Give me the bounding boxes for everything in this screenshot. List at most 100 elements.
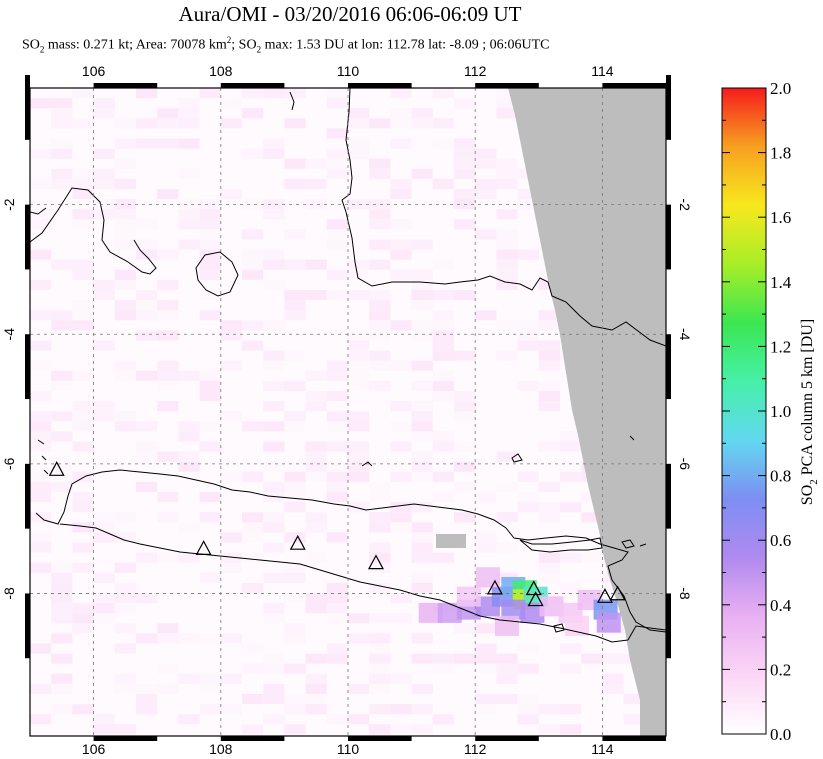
haze-pixel [178,714,200,725]
haze-pixel [72,209,94,220]
haze-pixel [136,552,158,563]
colorbar-tick-label: 0.8 [770,467,791,486]
haze-pixel [199,370,221,381]
haze-pixel [326,148,348,159]
haze-pixel [326,582,348,593]
haze-pixel [30,542,52,553]
haze-pixel [284,724,306,735]
colorbar-tick-label: 0.6 [770,531,791,550]
haze-pixel [157,138,179,149]
haze-pixel [263,209,285,220]
haze-pixel [369,643,391,654]
haze-pixel [220,98,242,109]
haze-pixel [411,582,433,593]
so2-pixel [539,596,564,617]
haze-pixel [326,603,348,614]
frame-tick-bars [25,75,671,741]
haze-pixel [263,350,285,361]
haze-pixel [369,704,391,715]
haze-pixel [305,290,327,301]
haze-pixel [411,542,433,553]
haze-pixel [284,633,306,644]
haze-pixel [454,391,476,402]
haze-pixel [114,724,136,735]
haze-pixel [390,724,412,735]
haze-pixel [517,279,539,290]
haze-pixel [432,370,454,381]
haze-pixel [51,481,73,492]
haze-pixel [242,522,264,533]
haze-pixel [475,694,497,705]
haze-pixel [51,683,73,694]
haze-pixel [263,663,285,674]
haze-pixel [93,724,115,735]
so2-pixel [501,599,526,620]
haze-pixel [369,168,391,179]
haze-pixel [263,360,285,371]
haze-pixel [390,401,412,412]
haze-pixel [30,209,52,220]
haze-pixel [432,431,454,442]
haze-pixel [263,279,285,290]
haze-pixel [263,603,285,614]
haze-pixel [390,178,412,189]
haze-pixel [432,118,454,129]
haze-pixel [284,421,306,432]
haze-pixel [305,199,327,210]
haze-pixel [72,401,94,412]
haze-pixel [348,138,370,149]
colorbar-tick-label: 1.0 [770,402,791,421]
colorbar-tick-label: 0.0 [770,725,791,744]
haze-pixel [305,552,327,563]
haze-pixel [114,603,136,614]
haze-pixel [136,683,158,694]
haze-pixel [538,401,560,412]
haze-pixel [178,199,200,210]
haze-pixel [242,229,264,240]
haze-pixel [432,492,454,503]
haze-pixel [348,714,370,725]
map-area [25,75,671,741]
haze-pixel [51,310,73,321]
haze-pixel [157,360,179,371]
haze-pixel [51,380,73,391]
haze-pixel [517,663,539,674]
no-data-region [508,88,666,736]
haze-pixel [390,512,412,523]
haze-pixel [263,481,285,492]
haze-pixel [454,401,476,412]
haze-pixel [284,694,306,705]
haze-pixel [284,623,306,634]
haze-pixel [93,290,115,301]
haze-pixel [157,370,179,381]
haze-pixel [454,481,476,492]
haze-pixel [93,199,115,210]
haze-pixel [30,421,52,432]
haze-pixel [432,714,454,725]
haze-pixel [30,481,52,492]
haze-pixel [560,582,582,593]
haze-pixel [199,441,221,452]
haze-pixel [93,593,115,604]
y-tick-label-right: -8 [677,587,693,600]
haze-pixel [411,421,433,432]
haze-pixel [369,613,391,624]
haze-pixel [93,572,115,583]
haze-pixel [411,572,433,583]
haze-pixel [432,441,454,452]
haze-pixel [326,613,348,624]
haze-pixel [199,209,221,220]
haze-pixel [242,199,264,210]
colorbar-tick-label: 0.4 [770,596,792,615]
haze-pixel [326,128,348,139]
frame-bar-left [25,334,30,400]
chart-title: Aura/OMI - 03/20/2016 06:06-06:09 UT [178,2,522,26]
haze-pixel [72,613,94,624]
haze-pixel [517,714,539,725]
haze-pixel [242,340,264,351]
haze-pixel [390,471,412,482]
haze-pixel [136,88,158,99]
haze-pixel [72,300,94,311]
frame-bar-bottom [220,736,285,741]
